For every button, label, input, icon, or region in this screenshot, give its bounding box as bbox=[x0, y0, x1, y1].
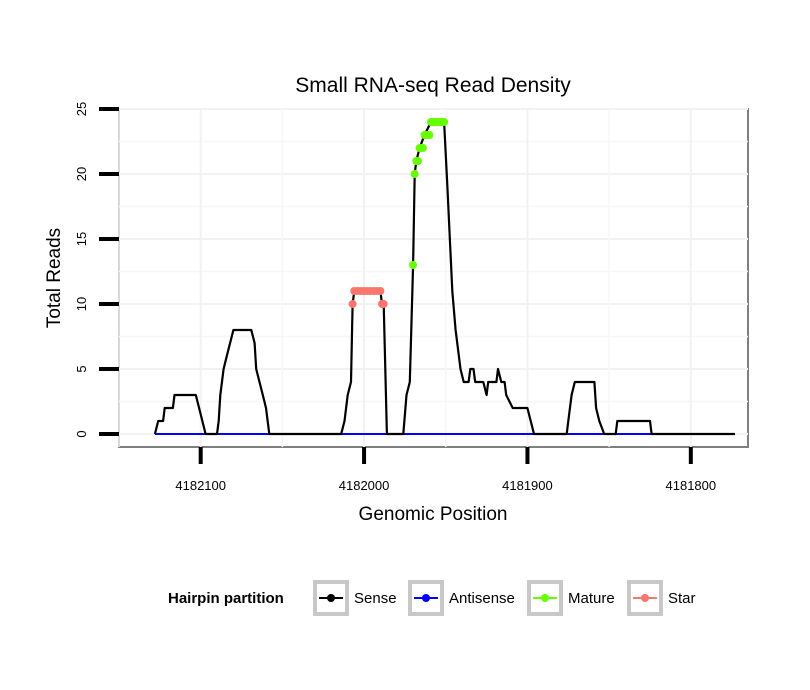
legend: Hairpin partition Sense Antisense Mature St… bbox=[168, 580, 696, 616]
x-tick-label: 4182000 bbox=[339, 478, 390, 493]
star-point bbox=[376, 287, 385, 295]
legend-key-point-antisense bbox=[422, 594, 430, 602]
legend-key-point-sense bbox=[327, 594, 335, 602]
legend-label-sense: Sense bbox=[354, 590, 397, 607]
star-point bbox=[348, 300, 357, 308]
y-tick-label: 15 bbox=[74, 232, 89, 246]
y-tick-label: 0 bbox=[74, 430, 89, 437]
mature-point bbox=[414, 157, 422, 165]
y-tick-label: 25 bbox=[74, 102, 89, 116]
plot-panel bbox=[118, 108, 749, 448]
x-tick-label: 4181800 bbox=[666, 478, 717, 493]
x-axis-label: Genomic Position bbox=[359, 504, 508, 525]
x-tick-label: 4182100 bbox=[175, 478, 226, 493]
gridlines bbox=[118, 108, 748, 447]
axes: 0 5 10 15 20 25 4182100 4182000 4181900 4181800 bbox=[74, 102, 716, 493]
legend-title: Hairpin partition bbox=[168, 590, 284, 607]
y-axis-label: Total Reads bbox=[44, 228, 65, 328]
legend-label-mature: Mature bbox=[568, 590, 615, 607]
mature-point bbox=[418, 144, 427, 152]
legend-key-point-mature bbox=[541, 594, 549, 602]
mature-point bbox=[440, 118, 449, 126]
chart-title: Small RNA-seq Read Density bbox=[295, 74, 571, 97]
mature-point bbox=[410, 170, 419, 178]
mature-point bbox=[425, 131, 434, 139]
legend-label-star: Star bbox=[668, 590, 696, 607]
y-tick-label: 5 bbox=[74, 365, 89, 372]
legend-label-antisense: Antisense bbox=[449, 590, 515, 607]
legend-key-point-star bbox=[641, 594, 649, 602]
star-point bbox=[379, 300, 388, 308]
data-series bbox=[153, 118, 735, 436]
mature-point bbox=[409, 261, 418, 269]
y-tick-label: 20 bbox=[74, 167, 89, 181]
y-tick-label: 10 bbox=[74, 297, 89, 311]
x-tick-label: 4181900 bbox=[502, 478, 553, 493]
